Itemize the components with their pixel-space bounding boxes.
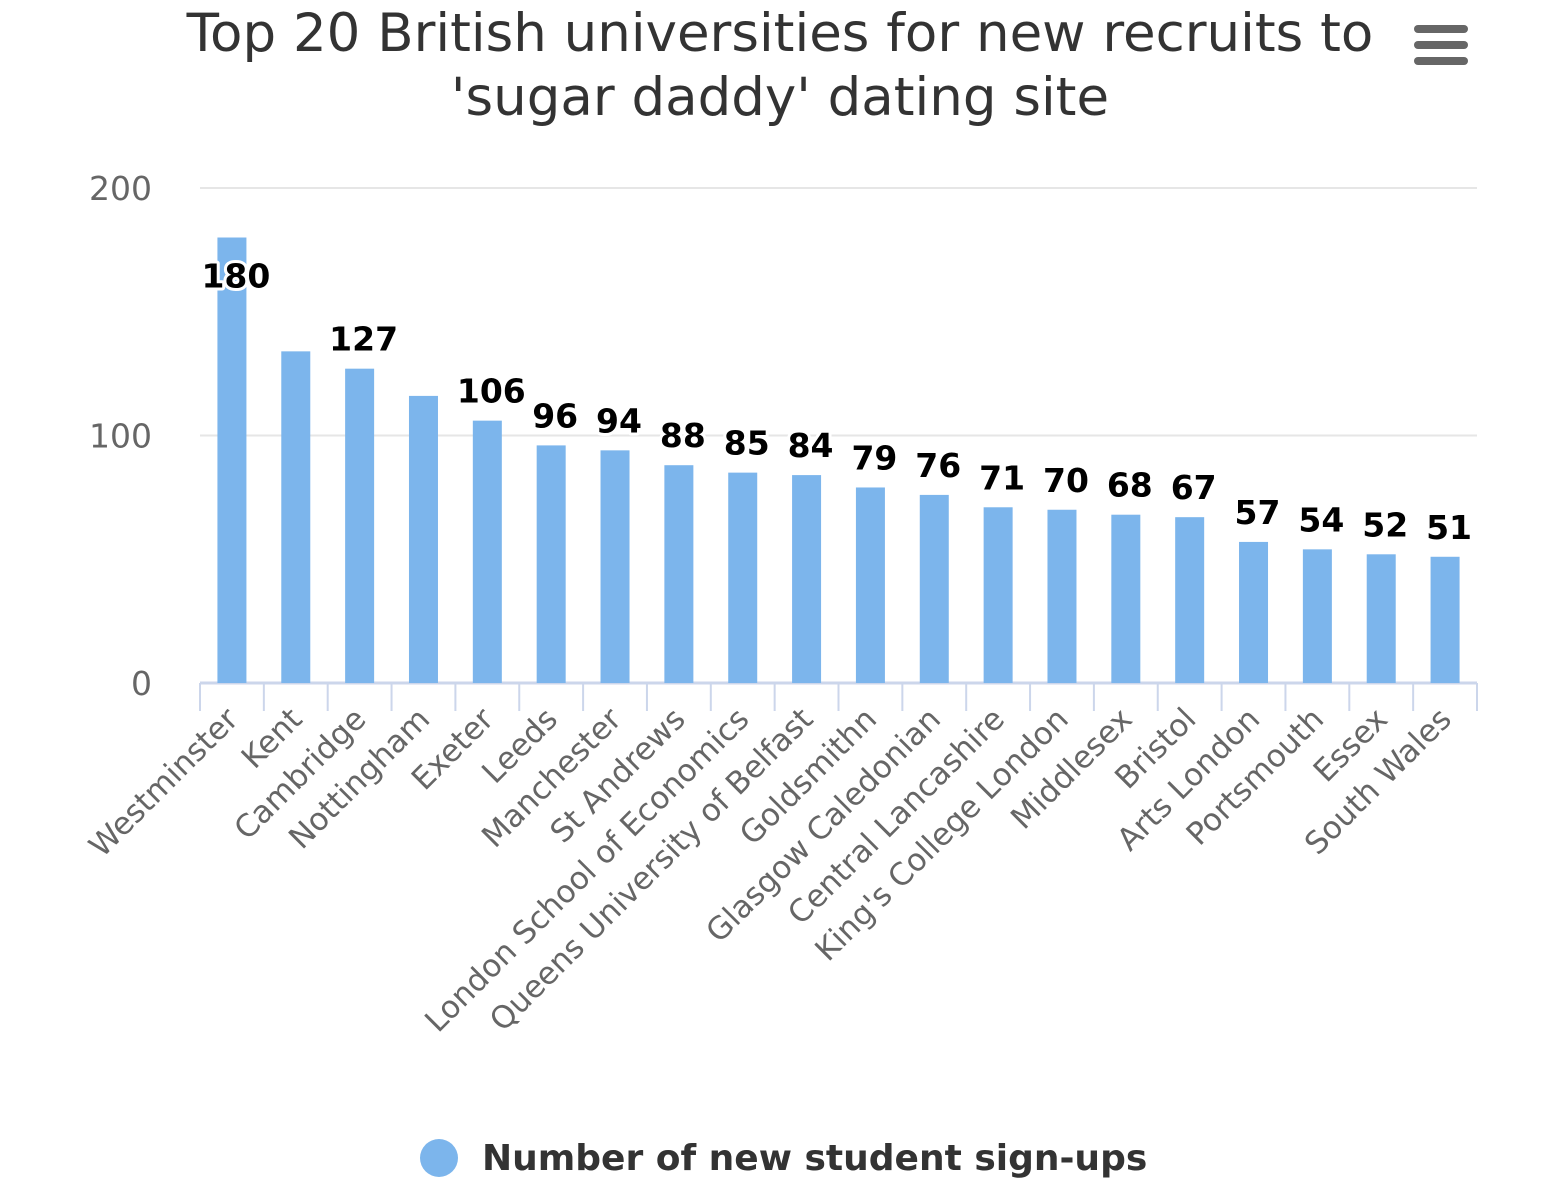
bar (1175, 517, 1205, 683)
data-label: 76 (915, 446, 961, 485)
bar (1430, 556, 1460, 683)
bar (919, 494, 949, 683)
data-label: 84 (788, 426, 834, 465)
data-label: 70 (1043, 461, 1089, 500)
data-label: 106 (457, 372, 526, 411)
y-tick-label: 100 (89, 417, 152, 456)
chart-title: Top 20 British universities for new recr… (186, 3, 1374, 128)
bar (600, 450, 630, 683)
data-label: 52 (1362, 505, 1408, 544)
bar (792, 475, 822, 683)
data-label: 180 (201, 257, 270, 296)
bar (1047, 509, 1077, 683)
data-label: 54 (1298, 500, 1344, 539)
bar (408, 395, 438, 683)
data-label: 71 (979, 458, 1025, 497)
bar (855, 487, 885, 683)
data-label: 85 (724, 424, 770, 463)
bar (1302, 549, 1332, 683)
bar (1239, 541, 1269, 683)
data-label: 57 (1235, 493, 1281, 532)
data-label: 127 (329, 320, 398, 359)
legend-item[interactable]: Number of new student sign-ups (420, 1130, 1147, 1186)
bar (1111, 514, 1141, 683)
bar (472, 420, 502, 683)
data-label: 96 (532, 396, 578, 435)
x-tick-label: Westminster (82, 701, 245, 864)
legend-marker (420, 1139, 458, 1177)
bar (983, 507, 1013, 683)
bar (664, 465, 694, 683)
data-label: 51 (1426, 508, 1472, 547)
bar (281, 351, 311, 683)
legend-label: Number of new student sign-ups (482, 1137, 1148, 1179)
bar (1366, 554, 1396, 683)
data-label: 67 (1171, 468, 1217, 507)
hamburger-menu-icon[interactable] (1408, 20, 1474, 70)
bar (536, 445, 566, 683)
bar (728, 472, 758, 683)
data-label: 79 (851, 438, 897, 477)
y-tick-label: 200 (89, 169, 152, 208)
data-label: 68 (1107, 466, 1153, 505)
bar (345, 368, 375, 683)
data-label: 94 (596, 401, 642, 440)
data-label: 88 (660, 416, 706, 455)
y-tick-label: 0 (131, 664, 152, 703)
bar (217, 237, 247, 683)
